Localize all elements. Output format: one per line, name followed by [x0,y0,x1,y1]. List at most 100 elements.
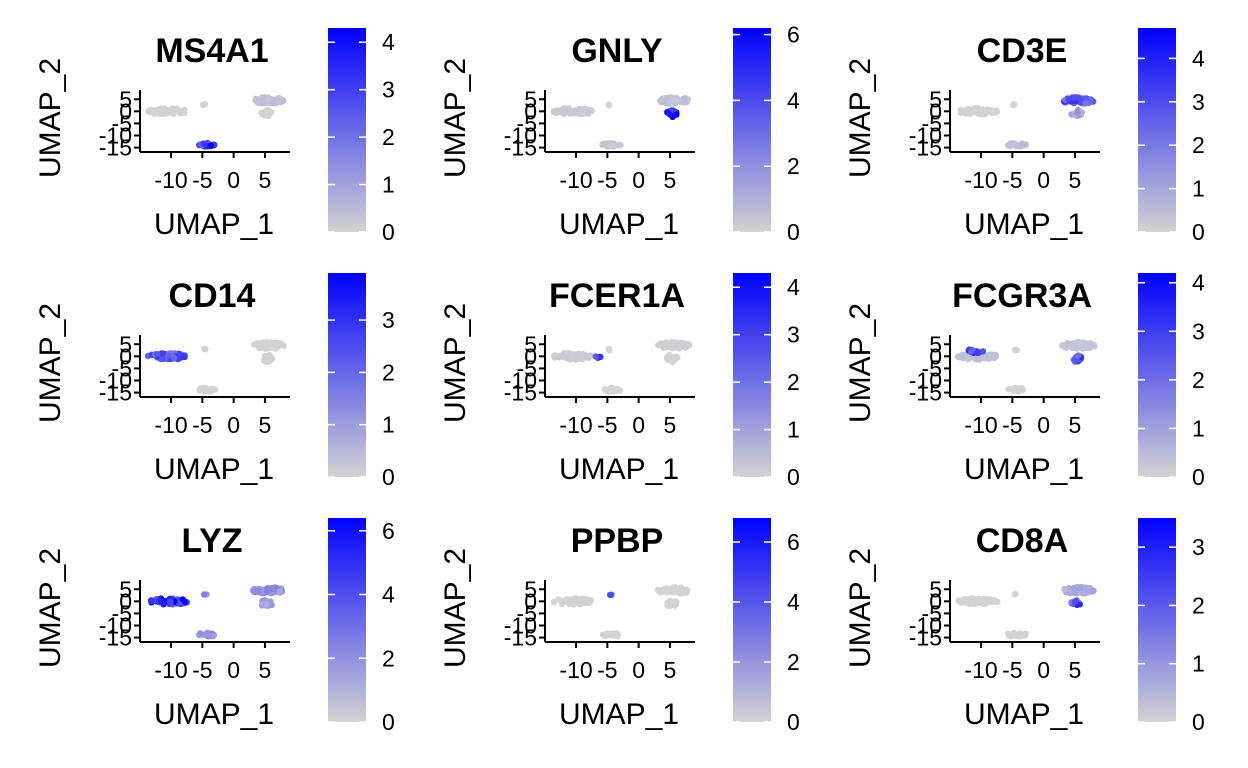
x-tick-label: -5 [1002,657,1022,683]
y-tick-label: -5 [112,110,132,136]
colorbar-tick-label: 2 [382,124,395,150]
x-tick-label: -10 [559,167,592,193]
data-point [967,348,974,356]
x-tick-label: 0 [632,167,645,193]
colorbar-tick-label: 6 [382,518,395,544]
data-point [988,598,996,605]
x-tick-label: -5 [597,657,617,683]
data-point [272,345,279,352]
data-point [674,354,681,361]
y-tick-label: -10 [504,123,537,149]
x-tick-label: 0 [227,657,240,683]
colorbar [1138,518,1176,722]
y-tick-label: -5 [517,355,537,381]
colorbar-tick-label: 3 [1192,534,1205,560]
data-point [597,353,604,361]
data-point [585,353,592,360]
data-point [671,602,679,609]
panel-title: MS4A1 [155,32,268,70]
y-tick-label: 0 [524,343,537,369]
x-axis-label: UMAP_1 [559,208,679,241]
y-tick-label: -15 [504,380,537,406]
data-point [1074,109,1081,116]
data-point [279,97,287,105]
colorbar-tick-label: 2 [787,153,800,179]
colorbar-tick-label: 0 [382,464,395,490]
data-point [550,598,557,606]
colorbar [733,28,771,232]
colorbar [733,518,771,722]
data-point [550,352,558,360]
y-tick-label: -10 [99,123,132,149]
colorbar [733,273,771,477]
colorbar-tick-label: 1 [1192,176,1205,202]
colorbar-tick-label: 4 [382,29,395,55]
y-tick-label: 5 [929,86,942,112]
y-tick-label: 0 [524,98,537,124]
y-tick-label: 0 [929,588,942,614]
y-tick-label: 5 [929,331,942,357]
data-point [980,597,987,604]
y-tick-label: -10 [909,613,942,639]
y-axis-label: UMAP_2 [844,58,877,178]
data-point [1075,352,1082,359]
data-point [583,598,591,606]
data-point [664,109,671,116]
x-tick-label: -10 [154,657,187,683]
x-tick-label: 5 [259,657,272,683]
colorbar-tick-label: 4 [787,274,800,300]
data-point [578,599,585,606]
x-tick-label: 5 [1069,412,1082,438]
data-point [1008,631,1015,638]
colorbar-tick-label: 3 [382,307,395,333]
data-point [964,598,972,606]
y-tick-label: -10 [504,368,537,394]
y-tick-label: 5 [119,576,132,602]
y-axis-label: UMAP_2 [844,548,877,668]
data-point [974,349,981,356]
data-point [1010,386,1017,394]
colorbar-tick-label: 0 [787,464,800,490]
x-tick-label: 5 [259,412,272,438]
data-point [611,630,619,637]
data-point [1061,585,1068,593]
colorbar-tick-label: 2 [1192,592,1205,618]
data-point [681,95,689,102]
x-tick-label: -10 [964,167,997,193]
x-tick-label: 0 [227,412,240,438]
x-tick-label: -5 [192,412,212,438]
data-point [666,586,674,594]
x-axis-label: UMAP_1 [154,453,274,486]
data-point [263,601,270,608]
data-point [207,142,215,149]
data-point [197,630,204,637]
data-point [255,587,262,594]
x-tick-label: 0 [227,167,240,193]
data-point [170,355,178,362]
colorbar [1138,273,1176,477]
data-point [608,591,615,598]
data-point [1090,587,1097,595]
y-tick-label: 0 [929,98,942,124]
data-point [603,630,611,637]
colorbar-tick-label: 3 [382,77,395,103]
colorbar [328,518,366,722]
x-axis-label: UMAP_1 [559,698,679,731]
colorbar-tick-label: 0 [1192,219,1205,245]
x-tick-label: -10 [964,657,997,683]
y-tick-label: -5 [517,110,537,136]
x-tick-label: -5 [597,167,617,193]
x-tick-label: -5 [1002,412,1022,438]
y-tick-label: -15 [909,625,942,651]
y-tick-label: -15 [99,380,132,406]
panel-title: CD14 [169,277,256,315]
x-tick-label: -10 [154,167,187,193]
data-point [201,591,208,598]
data-point [263,340,270,347]
x-axis-label: UMAP_1 [559,453,679,486]
x-tick-label: 5 [1069,657,1082,683]
data-point [1081,343,1088,351]
panel-title: FCGR3A [952,277,1092,315]
